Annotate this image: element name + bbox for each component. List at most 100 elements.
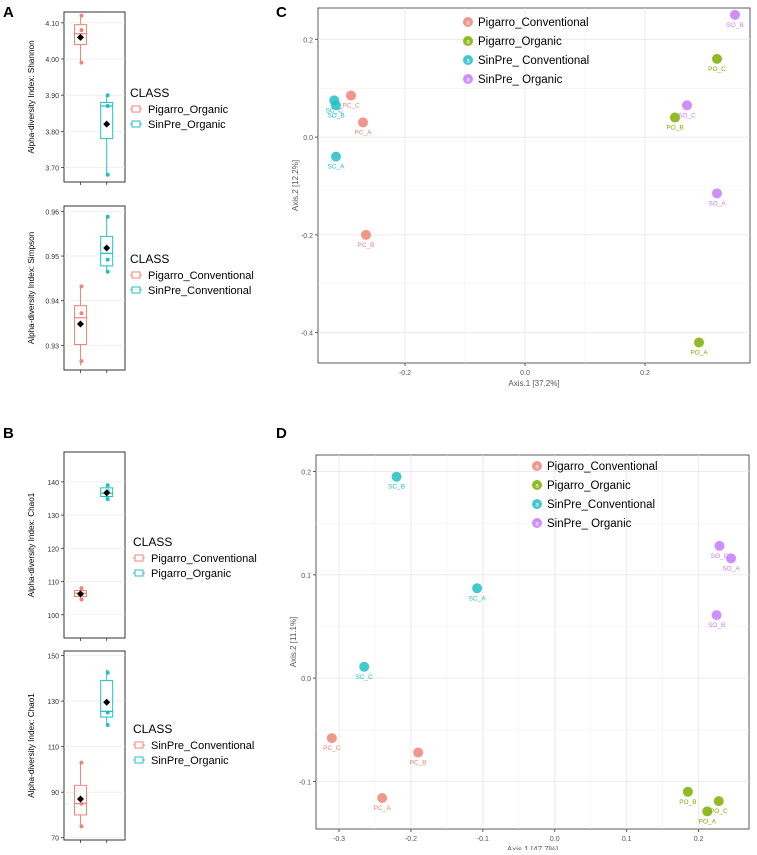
legend-entry: SinPre_Conventional: [148, 285, 251, 297]
point-label: PC_C: [323, 745, 341, 752]
legend-entry: Pigarro_Conventional: [151, 553, 257, 565]
y-axis-label: Alpha-diversity Index: Chao1: [27, 492, 36, 597]
y-tick-label: 150: [47, 654, 59, 661]
y-tick-label: 3.90: [45, 93, 59, 100]
data-point: [713, 796, 724, 807]
plot-frame: [63, 11, 126, 183]
data-point: [79, 284, 84, 289]
mean-marker: [76, 590, 84, 598]
mean-marker: [103, 698, 111, 706]
y-tick-label: 3.80: [45, 129, 59, 136]
y-tick-label: 0.1: [301, 573, 311, 580]
data-point: [79, 13, 84, 18]
legend-entry: SinPre_ Organic: [547, 518, 632, 530]
legend-key-box: [134, 741, 144, 749]
scatter-d: -0.3 -0.2 -0.1 0.0 0.1 0.2 -0.1 0.0 0.1 0.2 Axis.1…: [289, 454, 750, 854]
data-point: [358, 117, 368, 128]
y-tick-label: 3.70: [45, 166, 59, 173]
mean-marker: [76, 33, 84, 41]
data-point: [711, 610, 722, 621]
legend-entry: SinPre_Conventional: [151, 740, 254, 752]
x-tick-label: -0.3: [333, 836, 345, 843]
data-point: [105, 497, 110, 502]
data-point: [472, 583, 483, 594]
data-point: [359, 661, 370, 672]
mean-marker: [103, 120, 111, 128]
point-label: PC_B: [358, 242, 375, 249]
mean-marker: [103, 244, 111, 252]
point-label: SO_C: [711, 553, 729, 560]
data-point: [105, 214, 110, 219]
y-tick-label: 0.96: [45, 209, 59, 216]
data-point: [712, 188, 722, 199]
y-tick-label: -0.1: [299, 779, 311, 786]
data-point: [682, 100, 692, 111]
y-tick-label: 0.2: [303, 37, 313, 44]
mean-marker: [76, 320, 84, 328]
legend-entry: Pigarro_Organic: [148, 104, 229, 116]
y-tick-label: 0.0: [301, 676, 311, 683]
legend-key-glyph: a: [535, 522, 539, 528]
x-tick-label: 0.2: [694, 836, 704, 843]
legend-key-glyph: a: [466, 78, 470, 84]
y-tick-label: -0.4: [301, 331, 313, 338]
boxplot-b2: 70 90 110 130 150 Alpha-diversity Index: Chao…: [27, 650, 254, 843]
legend-key-glyph: a: [535, 465, 539, 471]
y-axis-label: Axis.2 [11.1%]: [289, 617, 298, 668]
point-label: PO_C: [710, 808, 728, 815]
x-axis-label: Axis.1 [47.7%]: [507, 845, 558, 850]
boxplot-a2: 0.93 0.94 0.95 0.96 Alpha-diversity Index: S…: [27, 205, 254, 373]
y-tick-label: 120: [47, 546, 59, 553]
data-point: [331, 151, 341, 162]
legend-entry: Pigarro_Conventional: [547, 461, 658, 473]
point-label: SO_B: [726, 22, 743, 29]
data-point: [79, 28, 84, 33]
boxplot-b1: 100 110 120 130 140 Alpha-diversity Index: Ch…: [27, 451, 257, 641]
legend-key: [532, 480, 542, 490]
data-point: [105, 723, 110, 728]
mean-marker: [103, 489, 111, 497]
legend-key-box: [131, 105, 141, 113]
data-point: [346, 90, 356, 101]
legend-entry: SinPre_Organic: [148, 119, 226, 131]
legend-key: [463, 74, 473, 84]
legend-title: CLASS: [133, 722, 172, 736]
x-tick-label: 0.0: [550, 836, 560, 843]
data-point: [730, 9, 740, 20]
point-label: SC_C: [356, 674, 374, 681]
point-label: SC_B: [388, 484, 405, 491]
y-axis-label: Alpha-diversity Index: Chao1: [27, 693, 36, 798]
data-point: [105, 93, 110, 98]
data-point: [694, 337, 704, 348]
legend-key-box: [134, 756, 144, 764]
panel-label-b: B: [3, 425, 14, 442]
data-point: [105, 670, 110, 675]
plot-frame: [315, 454, 750, 830]
data-point: [712, 53, 722, 64]
legend-entry: SinPre_Conventional: [547, 499, 655, 511]
y-tick-label: 0.93: [45, 343, 59, 350]
point-label: PC_B: [410, 760, 427, 767]
data-point: [726, 553, 737, 564]
y-tick-label: 4.00: [45, 57, 59, 64]
point-label: SO_B: [327, 112, 344, 119]
legend-title: CLASS: [130, 86, 169, 100]
legend-title: CLASS: [133, 535, 172, 549]
y-tick-label: 110: [48, 745, 59, 752]
y-axis-label: Axis.2 [12.2%]: [291, 160, 300, 211]
point-label: PO_A: [690, 349, 708, 356]
data-point: [79, 760, 84, 765]
point-label: SO_C: [678, 112, 696, 119]
point-label: PO_B: [679, 799, 696, 806]
point-label: SC_A: [328, 164, 346, 171]
data-point: [79, 311, 84, 316]
legend-key-box: [131, 120, 141, 128]
boxplot-a1: 3.70 3.80 3.90 4.00 4.10 Alpha-diversity Inde…: [27, 11, 229, 185]
panel-label-d: D: [276, 425, 287, 442]
plot-frame: [63, 451, 126, 639]
data-point: [105, 710, 110, 715]
y-tick-label: 0.0: [303, 135, 313, 142]
point-label: SO_A: [722, 565, 740, 572]
legend-key: [532, 499, 542, 509]
